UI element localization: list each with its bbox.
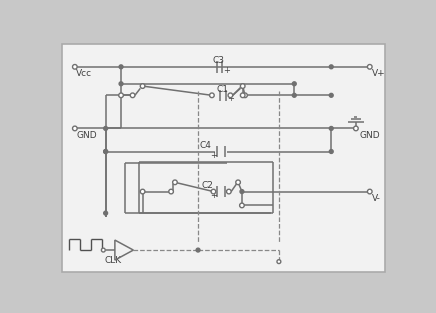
Circle shape	[354, 126, 358, 131]
Circle shape	[173, 180, 177, 185]
Circle shape	[169, 189, 174, 194]
Circle shape	[104, 126, 108, 130]
Circle shape	[140, 189, 145, 194]
Circle shape	[243, 93, 247, 98]
Circle shape	[210, 93, 214, 98]
Circle shape	[140, 84, 145, 88]
Circle shape	[104, 150, 108, 153]
Circle shape	[228, 93, 233, 98]
Circle shape	[72, 126, 77, 131]
Circle shape	[277, 260, 281, 264]
Circle shape	[104, 211, 108, 215]
Circle shape	[329, 65, 333, 69]
Text: CLK: CLK	[104, 256, 121, 265]
Text: V-: V-	[372, 194, 381, 203]
Circle shape	[104, 150, 108, 153]
Text: V+: V+	[372, 69, 386, 78]
Circle shape	[329, 93, 333, 97]
Text: C4: C4	[200, 141, 211, 150]
Circle shape	[102, 248, 105, 252]
Circle shape	[119, 65, 123, 69]
Text: GND: GND	[76, 131, 97, 140]
Text: GND: GND	[360, 131, 380, 140]
Circle shape	[227, 189, 231, 194]
Circle shape	[329, 150, 333, 153]
Text: C1: C1	[217, 85, 228, 94]
Circle shape	[240, 93, 245, 98]
Circle shape	[240, 203, 244, 208]
Text: +: +	[210, 151, 217, 160]
Circle shape	[240, 190, 244, 193]
Text: +: +	[210, 191, 217, 200]
Text: +: +	[227, 94, 234, 103]
Circle shape	[196, 248, 200, 252]
Circle shape	[368, 64, 372, 69]
Text: C2: C2	[201, 181, 213, 190]
Text: C3: C3	[213, 56, 225, 65]
Circle shape	[119, 82, 123, 86]
Circle shape	[236, 180, 240, 185]
Circle shape	[329, 126, 333, 130]
Circle shape	[368, 189, 372, 194]
Circle shape	[130, 93, 135, 98]
Circle shape	[293, 93, 296, 97]
Circle shape	[240, 84, 245, 88]
Circle shape	[211, 189, 216, 194]
Text: Vcc: Vcc	[76, 69, 92, 78]
Circle shape	[72, 64, 77, 69]
Circle shape	[119, 93, 123, 98]
Text: +: +	[224, 66, 230, 75]
Circle shape	[293, 82, 296, 86]
